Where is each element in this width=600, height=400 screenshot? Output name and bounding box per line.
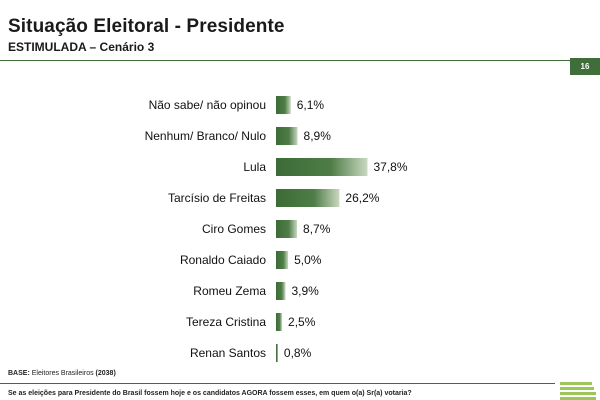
category-label: Tarcísio de Freitas — [168, 191, 266, 205]
bar — [276, 127, 298, 145]
value-label: 26,2% — [345, 191, 379, 205]
page-subtitle: ESTIMULADA – Cenário 3 — [8, 40, 155, 54]
value-label: 8,9% — [304, 129, 332, 143]
base-count: (2038) — [95, 370, 116, 377]
header-divider — [0, 60, 570, 61]
base-note: BASE: Eleitores Brasileiros (2038) — [8, 370, 116, 377]
bar-group: Não sabe/ não opinou 6,1% Nenhum/ Branco/ … — [145, 96, 408, 362]
value-label: 6,1% — [297, 98, 325, 112]
category-label: Nenhum/ Branco/ Nulo — [145, 129, 267, 143]
bar-chart: Não sabe/ não opinou 6,1% Nenhum/ Branco/ … — [145, 96, 408, 362]
footer-divider — [0, 383, 555, 384]
category-label: Ronaldo Caiado — [180, 253, 266, 267]
bar — [276, 189, 340, 207]
category-label: Tereza Cristina — [186, 315, 266, 329]
value-label: 2,5% — [288, 315, 316, 329]
page-title: Situação Eleitoral - Presidente — [8, 16, 285, 37]
bar — [276, 282, 286, 300]
category-label: Renan Santos — [190, 346, 266, 360]
value-label: 5,0% — [294, 253, 322, 267]
category-label: Não sabe/ não opinou — [149, 98, 266, 112]
survey-question: Se as eleições para Presidente do Brasil… — [8, 390, 412, 397]
bar — [276, 313, 283, 331]
bar — [276, 344, 278, 362]
bar — [276, 96, 291, 114]
base-text: Eleitores Brasileiros — [31, 370, 94, 377]
base-label: BASE: — [8, 370, 30, 377]
bar — [276, 220, 298, 238]
bar — [276, 251, 289, 269]
category-label: Ciro Gomes — [202, 222, 266, 236]
value-label: 0,8% — [284, 346, 312, 360]
category-label: Romeu Zema — [193, 284, 266, 298]
page-number-badge: 16 — [570, 58, 600, 75]
bar — [276, 158, 368, 176]
value-label: 3,9% — [291, 284, 319, 298]
logo-icon — [560, 382, 596, 400]
value-label: 8,7% — [303, 222, 331, 236]
value-label: 37,8% — [373, 160, 407, 174]
category-label: Lula — [243, 160, 266, 174]
